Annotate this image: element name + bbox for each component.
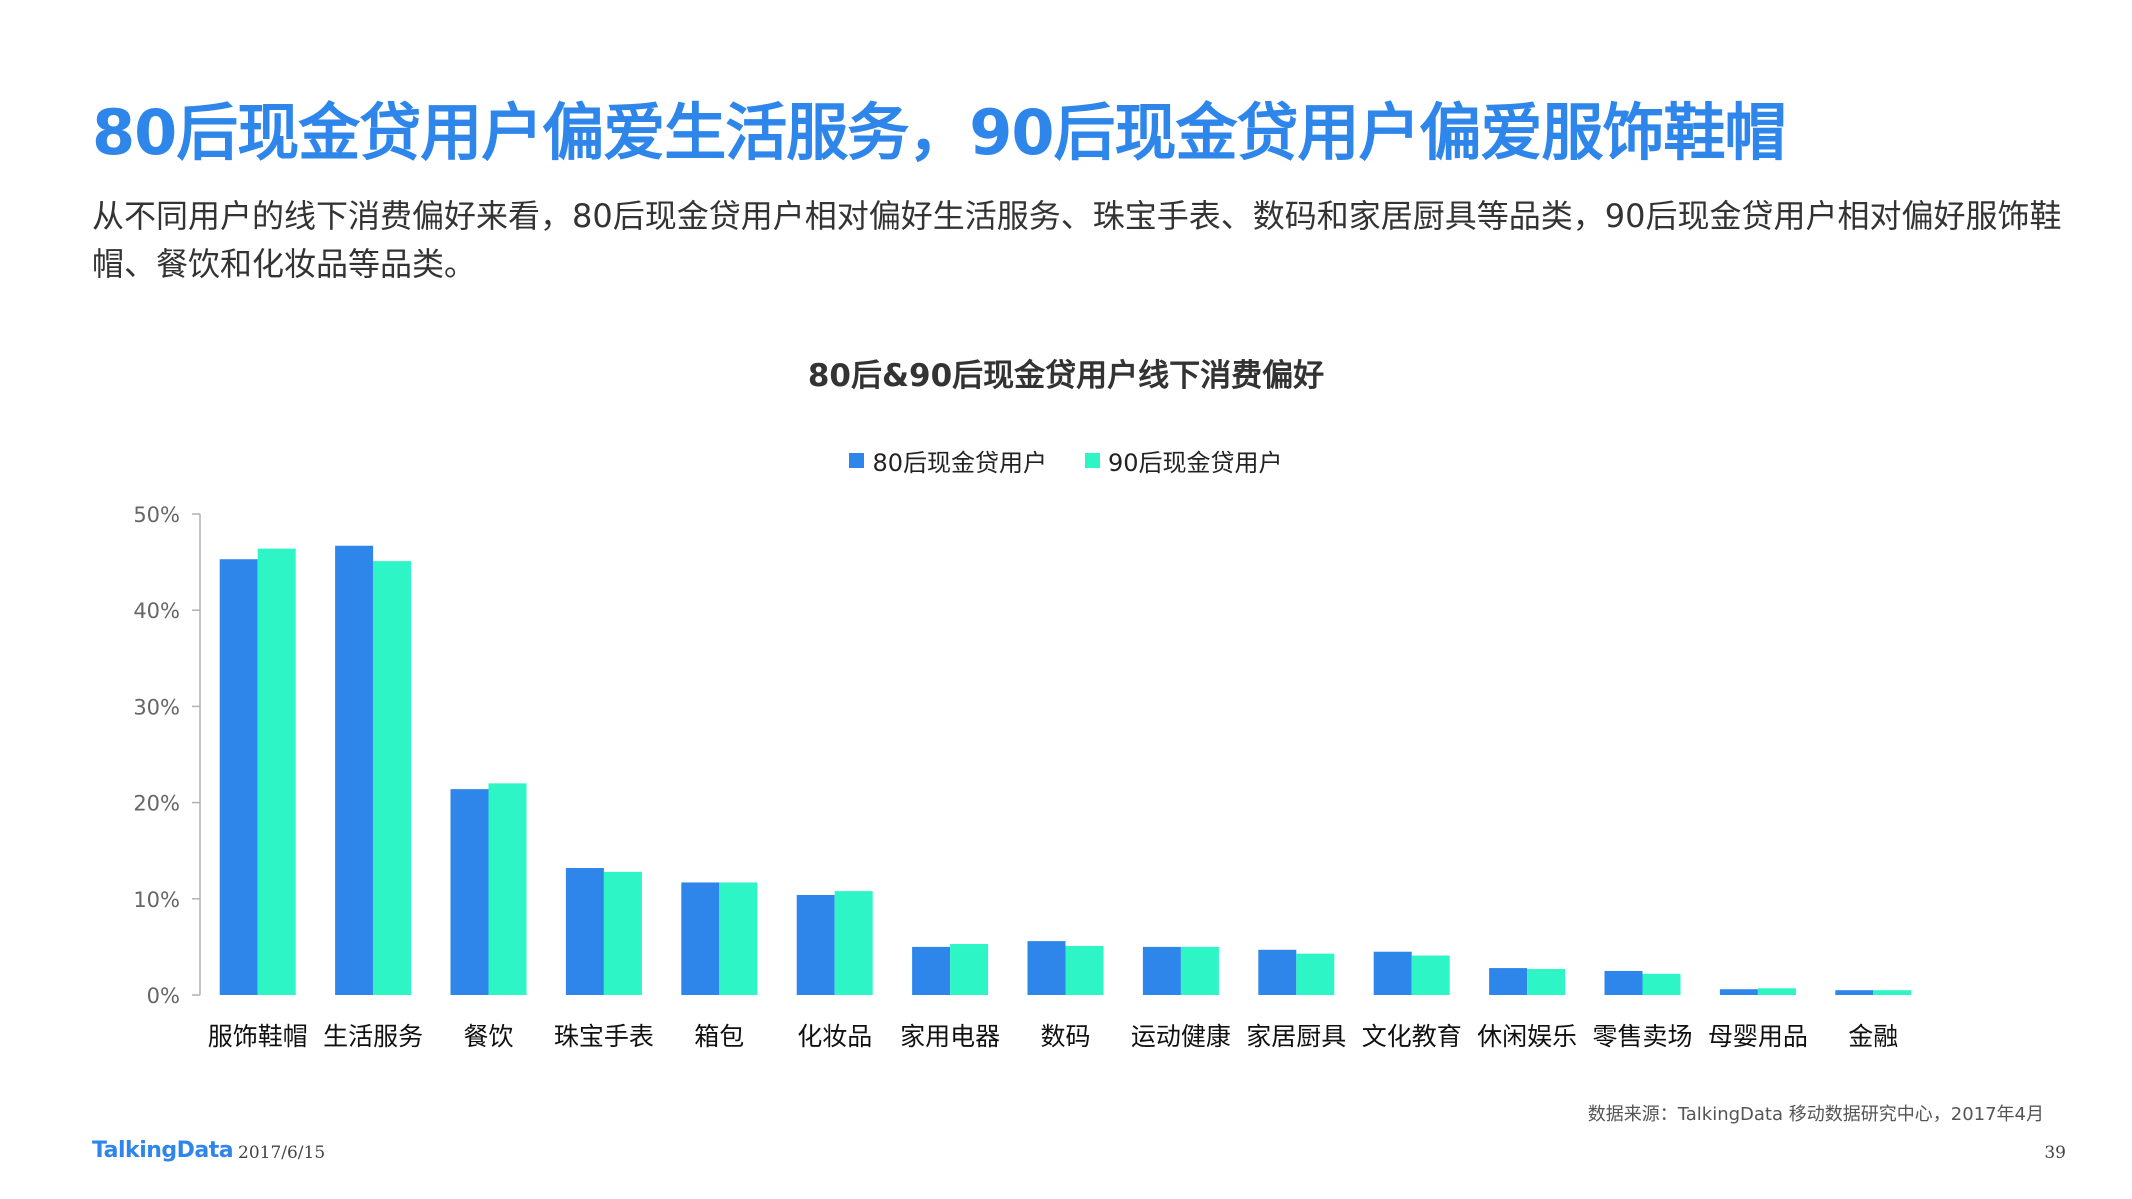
x-category-label: 餐饮 <box>463 1022 513 1051</box>
legend-label-80: 80后现金贷用户 <box>872 449 1047 477</box>
bar-90 <box>603 871 642 995</box>
bar-80 <box>796 894 835 995</box>
bar-80 <box>450 789 489 995</box>
bar-90 <box>1180 946 1219 995</box>
bar-80 <box>565 868 604 995</box>
bar-80 <box>1027 941 1066 995</box>
x-category-label: 箱包 <box>694 1022 744 1051</box>
talkingdata-logo: TalkingData <box>92 1138 234 1163</box>
bar-80 <box>1604 970 1643 995</box>
bar-90 <box>488 783 527 995</box>
legend-item-90: 90后现金贷用户 <box>1085 443 1283 478</box>
x-category-label: 母婴用品 <box>1708 1022 1808 1051</box>
page-description: 从不同用户的线下消费偏好来看，80后现金贷用户相对偏好生活服务、珠宝手表、数码和… <box>92 197 2062 283</box>
bar-80 <box>1373 951 1412 995</box>
bar-90 <box>1757 988 1796 995</box>
bar-80 <box>335 545 374 995</box>
x-category-label: 零售卖场 <box>1592 1022 1692 1051</box>
bar-90 <box>1411 955 1450 995</box>
legend-swatch-80 <box>849 453 865 468</box>
bar-90 <box>1642 973 1681 995</box>
x-category-label: 金融 <box>1848 1022 1898 1051</box>
y-tick-label: 40% <box>133 599 180 623</box>
bar-80 <box>219 559 258 995</box>
y-tick-label: 10% <box>133 888 180 912</box>
x-category-label: 生活服务 <box>323 1022 423 1051</box>
bar-80 <box>1258 949 1297 995</box>
bar-90 <box>1065 945 1104 995</box>
bar-90 <box>1296 953 1335 995</box>
x-category-label: 服饰鞋帽 <box>208 1022 308 1051</box>
bar-90 <box>373 561 412 995</box>
bar-90 <box>950 944 989 995</box>
bar-80 <box>1835 990 1874 995</box>
bar-80 <box>912 946 951 995</box>
bar-90 <box>1873 990 1912 995</box>
x-category-label: 运动健康 <box>1131 1022 1231 1051</box>
legend-item-80: 80后现金贷用户 <box>849 443 1047 478</box>
x-category-label: 珠宝手表 <box>554 1022 654 1051</box>
bar-90 <box>1527 969 1566 995</box>
legend-label-90: 90后现金贷用户 <box>1108 449 1283 477</box>
legend-swatch-90 <box>1085 453 1100 468</box>
y-tick-label: 30% <box>133 695 180 719</box>
chart-legend: 80后现金贷用户 90后现金贷用户 <box>0 443 2132 478</box>
x-category-label: 数码 <box>1040 1022 1090 1051</box>
x-category-label: 家用电器 <box>900 1022 1000 1051</box>
bar-90 <box>719 882 758 995</box>
bar-80 <box>1489 968 1528 995</box>
bar-80 <box>681 882 720 995</box>
chart-title: 80后&90后现金贷用户线下消费偏好 <box>807 358 1325 394</box>
bar-90 <box>257 548 296 995</box>
data-source: 数据来源：TalkingData 移动数据研究中心，2017年4月 <box>1587 1104 2044 1125</box>
page-number: 39 <box>2044 1143 2066 1163</box>
page-title: 80后现金贷用户偏爱生活服务，90后现金贷用户偏爱服饰鞋帽 <box>92 96 1787 169</box>
bar-80 <box>1719 989 1758 995</box>
footer-date: 2017/6/15 <box>238 1143 326 1163</box>
x-category-label: 文化教育 <box>1362 1022 1462 1051</box>
bar-80 <box>1142 946 1181 995</box>
x-category-label: 休闲娱乐 <box>1477 1022 1577 1051</box>
y-tick-label: 20% <box>133 792 180 816</box>
y-tick-label: 0% <box>147 984 180 1008</box>
bar-90 <box>834 891 873 995</box>
x-category-label: 家居厨具 <box>1246 1022 1346 1051</box>
y-tick-label: 50% <box>133 503 180 527</box>
x-category-label: 化妆品 <box>797 1022 872 1051</box>
